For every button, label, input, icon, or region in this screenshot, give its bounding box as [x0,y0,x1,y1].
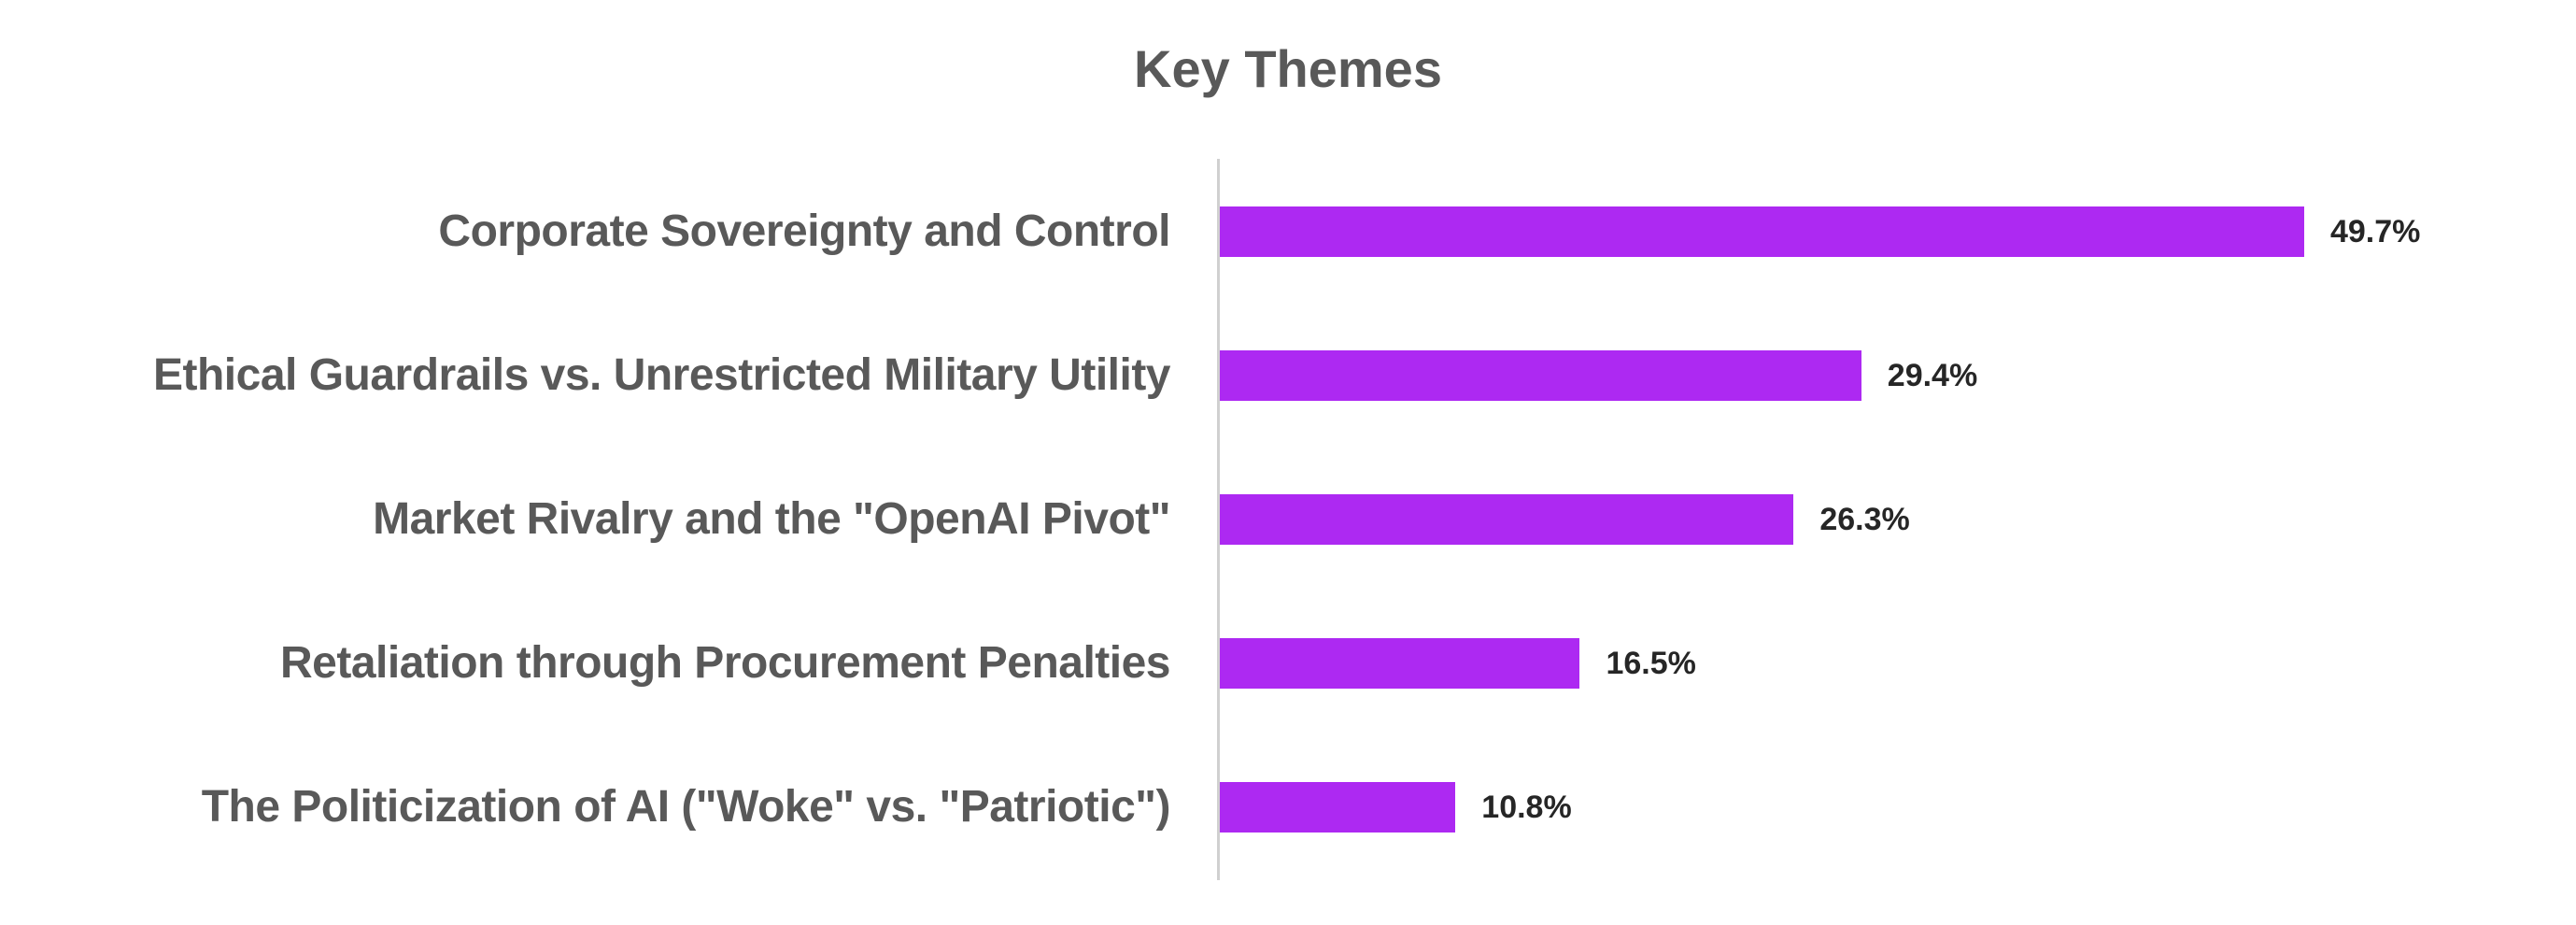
value-label: 10.8% [1481,790,1572,825]
bar [1220,782,1456,832]
value-label: 49.7% [2329,214,2421,249]
bar-row: Ethical Guardrails vs. Unrestricted Mili… [0,350,2576,401]
category-axis-line [1217,159,1220,880]
bar [1220,638,1580,689]
category-label: Retaliation through Procurement Penaltie… [280,638,1171,688]
chart-title: Key Themes [1134,39,1442,98]
bar-row: Market Rivalry and the "OpenAI Pivot" 26… [0,494,2576,545]
bar-row: The Politicization of AI ("Woke" vs. "Pa… [0,782,2576,832]
value-label: 16.5% [1606,646,1696,681]
bar [1220,206,2304,257]
bar [1220,494,1794,545]
bar-row: Corporate Sovereignty and Control 49.7% [0,206,2576,257]
category-label: The Politicization of AI ("Woke" vs. "Pa… [201,782,1171,832]
category-label: Corporate Sovereignty and Control [438,206,1170,256]
bar [1220,350,1861,401]
value-label: 26.3% [1819,502,1910,537]
category-label: Ethical Guardrails vs. Unrestricted Mili… [152,350,1171,400]
category-label: Market Rivalry and the "OpenAI Pivot" [373,494,1170,544]
value-label: 29.4% [1887,358,1978,393]
bar-row: Retaliation through Procurement Penaltie… [0,638,2576,689]
